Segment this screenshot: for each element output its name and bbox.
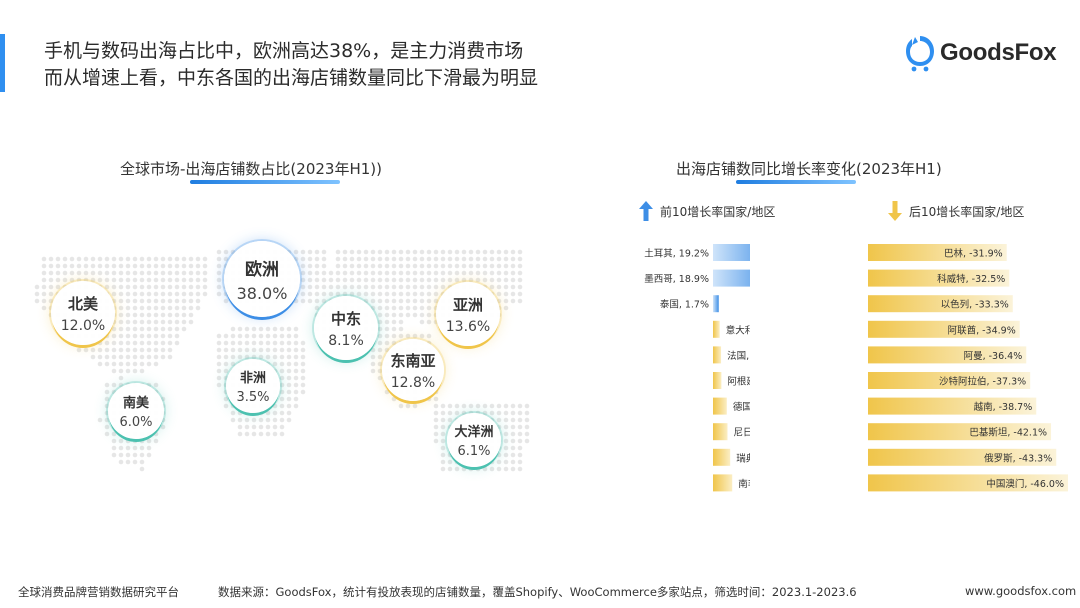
- bar: [868, 474, 1068, 492]
- region-value: 13.6%: [445, 318, 491, 335]
- accent-bar: [0, 34, 5, 92]
- bar: [713, 372, 722, 389]
- region-name: 东南亚: [390, 351, 436, 370]
- headline-line-1: 手机与数码出海占比中，欧洲高达38%，是主力消费市场: [44, 40, 524, 62]
- goodsfox-logo: GoodsFox: [904, 34, 1057, 72]
- region-bubble: 欧洲 38.0%: [224, 241, 300, 317]
- bar: [868, 269, 1010, 287]
- bar: [713, 320, 720, 338]
- region-value: 12.8%: [390, 374, 436, 391]
- bar: [868, 346, 1027, 364]
- title-underline: [736, 180, 856, 184]
- region-bubble: 北美 12.0%: [51, 281, 115, 345]
- bar: [868, 372, 1031, 389]
- bar-label: 墨西哥, 18.9%: [644, 274, 709, 285]
- region-bubble: 大洋洲 6.1%: [447, 413, 501, 467]
- bar-label: 土耳其, 19.2%: [644, 248, 709, 260]
- bar: [713, 295, 719, 313]
- bar-label: 泰国, 1.7%: [660, 299, 709, 311]
- footer-url[interactable]: www.goodsfox.com: [965, 584, 1077, 598]
- bar: [868, 244, 1007, 261]
- region-name: 大洋洲: [454, 425, 494, 440]
- headline-line-2: 而从增速上看，中东各国的出海店铺数量同比下滑最为明显: [44, 67, 539, 89]
- top10-label: 前10增长率国家/地区: [660, 204, 776, 219]
- bar-label: 法国, -1.2%: [727, 350, 750, 362]
- bar: [713, 244, 750, 261]
- bar: [713, 269, 750, 287]
- right-chart-title-text: 出海店铺数同比增长率变化(2023年H1): [676, 160, 942, 178]
- bar-label: 科威特, -32.5%: [937, 273, 1005, 285]
- bar: [713, 448, 731, 466]
- bar: [868, 423, 1052, 441]
- bar: [868, 448, 1057, 466]
- bar: [868, 397, 1037, 415]
- arrow-down-icon: [888, 201, 902, 221]
- left-chart-title-main: 出海店铺数占比(2023年H1)): [185, 160, 382, 178]
- left-chart-title: 全球市场-出海店铺数占比(2023年H1)): [120, 158, 382, 184]
- bar-label: 阿曼, -36.4%: [964, 351, 1023, 362]
- left-chart-title-prefix: 全球市场-: [120, 160, 186, 178]
- fox-logo-icon: [906, 36, 934, 72]
- bar-label: 阿联酋, -34.9%: [948, 324, 1016, 336]
- region-name: 非洲: [239, 371, 266, 386]
- bar: [713, 397, 727, 415]
- bar-label: 越南, -38.7%: [974, 401, 1033, 413]
- bar: [868, 320, 1020, 338]
- bar: [868, 295, 1013, 313]
- bar-label: 瑞典, -3.9%: [736, 452, 750, 464]
- arrow-up-icon: [639, 201, 653, 221]
- bar-label: 巴基斯坦, -42.1%: [969, 427, 1047, 439]
- bar-label: 南非, -4.5%: [738, 478, 750, 490]
- bar-label: 巴林, -31.9%: [944, 248, 1003, 260]
- top10-header: 前10增长率国家/地区: [638, 200, 775, 222]
- region-name: 欧洲: [245, 260, 279, 280]
- bar: [713, 423, 728, 441]
- top10-bar-chart: 土耳其, 19.2% 墨西哥, 18.9% 泰国, 1.7% 意大利, -0.8% 法国…: [644, 244, 750, 492]
- bar-label: 德国, -2.9%: [733, 401, 750, 413]
- region-value: 6.0%: [119, 415, 153, 430]
- bar-label: 阿根廷, -1.3%: [727, 376, 750, 388]
- bottom10-label: 后10增长率国家/地区: [909, 204, 1025, 219]
- footer-platform: 全球消费品牌营销数据研究平台: [18, 585, 179, 599]
- bottom10-bar-chart: 巴林, -31.9% 科威特, -32.5% 以色列, -33.3% 阿联酋, -34…: [868, 244, 1068, 492]
- headline: 手机与数码出海占比中，欧洲高达38%，是主力消费市场 而从增速上看，中东各国的出…: [44, 38, 538, 92]
- region-value: 3.5%: [236, 390, 270, 405]
- region-value: 6.1%: [457, 444, 491, 459]
- bar: [713, 474, 733, 492]
- region-bubble: 中东 8.1%: [314, 296, 378, 360]
- footer-source: 数据来源：GoodsFox，统计有投放表现的店铺数量，覆盖Shopify、Woo…: [218, 585, 857, 599]
- bar-label: 中国澳门, -46.0%: [986, 478, 1064, 490]
- region-name: 北美: [67, 294, 98, 313]
- region-value: 12.0%: [60, 317, 106, 334]
- bar-label: 意大利, -0.8%: [726, 324, 750, 336]
- bar-label: 尼日利亚, -3.1%: [733, 427, 750, 439]
- title-underline: [190, 180, 340, 184]
- bar-label: 沙特阿拉伯, -37.3%: [939, 376, 1026, 388]
- region-bubble: 东南亚 12.8%: [382, 339, 444, 401]
- bar-label: 以色列, -33.3%: [941, 299, 1009, 311]
- region-value: 8.1%: [328, 332, 364, 349]
- logo-text: GoodsFox: [940, 39, 1057, 66]
- region-bubble: 南美 6.0%: [108, 383, 164, 439]
- right-chart-title: 出海店铺数同比增长率变化(2023年H1): [676, 158, 942, 184]
- region-bubble: 非洲 3.5%: [226, 359, 280, 413]
- region-bubble: 亚洲 13.6%: [436, 282, 500, 346]
- bar: [713, 346, 722, 364]
- region-value: 38.0%: [236, 284, 288, 303]
- region-name: 中东: [330, 309, 361, 328]
- region-name: 南美: [122, 396, 149, 411]
- region-name: 亚洲: [452, 295, 483, 314]
- bottom10-header: 后10增长率国家/地区: [887, 200, 1024, 222]
- bar-label: 俄罗斯, -43.3%: [984, 452, 1052, 464]
